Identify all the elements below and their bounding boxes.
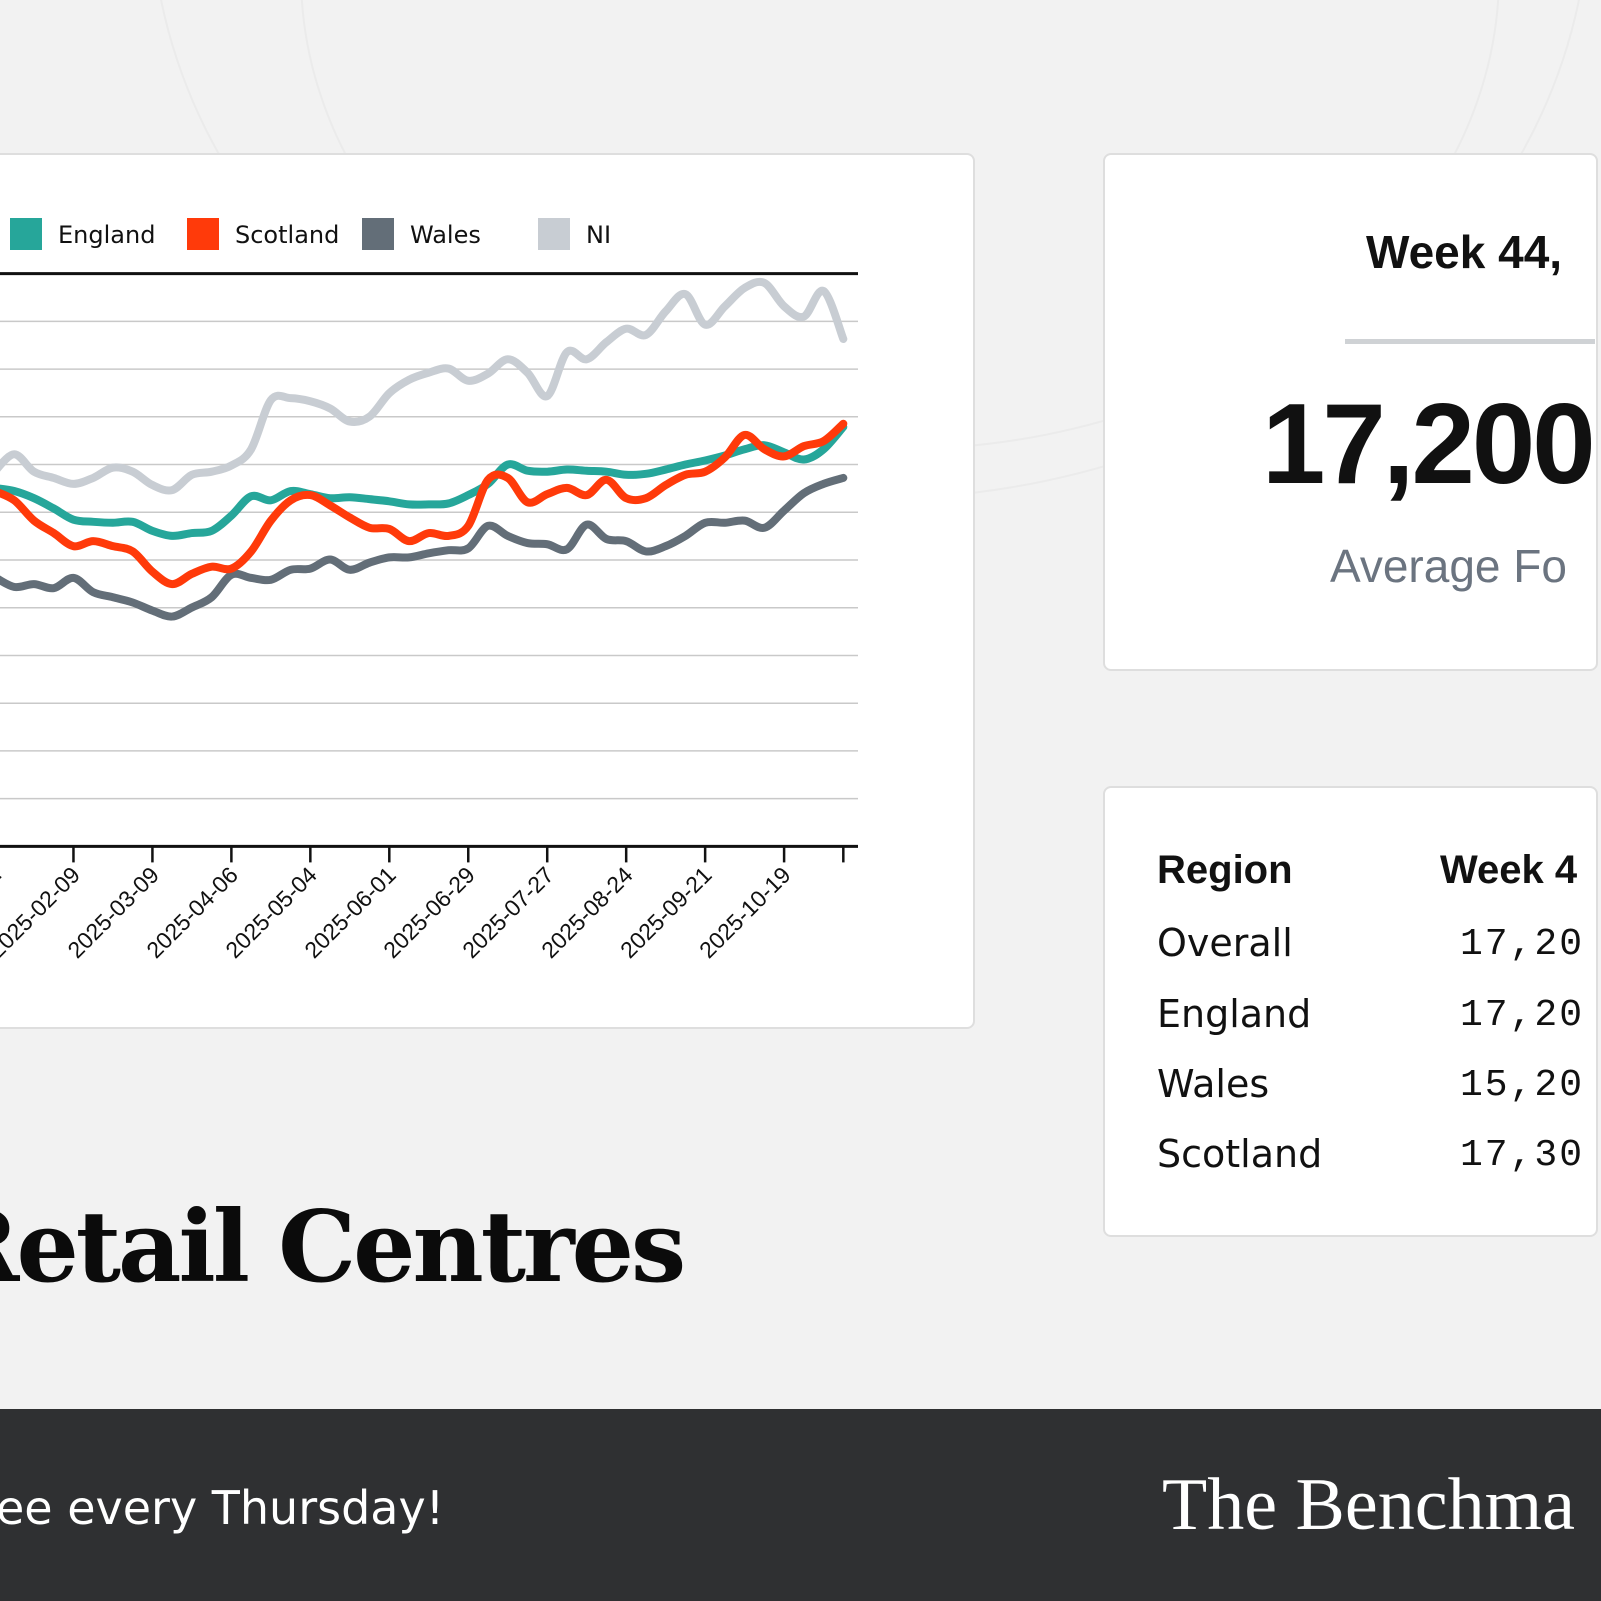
- brand-logo-text: The Benchma: [1162, 1464, 1575, 1546]
- series-line-scotland: [0, 419, 848, 589]
- page-title: Retail Centres: [0, 1190, 686, 1305]
- footer-bar: [0, 1409, 1601, 1601]
- legend-label-wales: Wales: [410, 221, 481, 249]
- series-line-wales: [0, 473, 848, 621]
- table-header-week: Week 4: [1440, 848, 1578, 892]
- series-line-england: [0, 422, 848, 540]
- footer-tagline: ee every Thursday!: [0, 1481, 445, 1535]
- legend-swatch-ni: [538, 218, 570, 250]
- legend-swatch-wales: [362, 218, 394, 250]
- row-value: 17,30: [1460, 1134, 1585, 1177]
- kpi-caption: Average Fo: [1330, 540, 1567, 592]
- kpi-value: 17,200: [1262, 381, 1596, 508]
- series-line-ni: [0, 277, 848, 495]
- region-table-card: [1103, 786, 1598, 1237]
- row-region: England: [1157, 992, 1312, 1036]
- kpi-card: [1103, 153, 1598, 671]
- row-value: 17,20: [1460, 994, 1585, 1037]
- legend-swatch-scotland: [187, 218, 219, 250]
- kpi-divider: [1345, 339, 1595, 344]
- legend-label-ni: NI: [586, 221, 611, 249]
- legend-label-england: England: [58, 221, 155, 249]
- row-region: Overall: [1157, 921, 1293, 965]
- row-value: 17,20: [1460, 923, 1585, 966]
- row-value: 15,20: [1460, 1064, 1585, 1107]
- table-header-region: Region: [1157, 848, 1293, 892]
- kpi-week-label: Week 44,: [1366, 226, 1563, 278]
- legend-label-scotland: Scotland: [235, 221, 339, 249]
- legend-swatch-england: [10, 218, 42, 250]
- line-chart: 2025-01-122025-02-092025-03-092025-04-06…: [0, 218, 858, 963]
- row-region: Scotland: [1157, 1132, 1323, 1176]
- row-region: Wales: [1157, 1062, 1270, 1106]
